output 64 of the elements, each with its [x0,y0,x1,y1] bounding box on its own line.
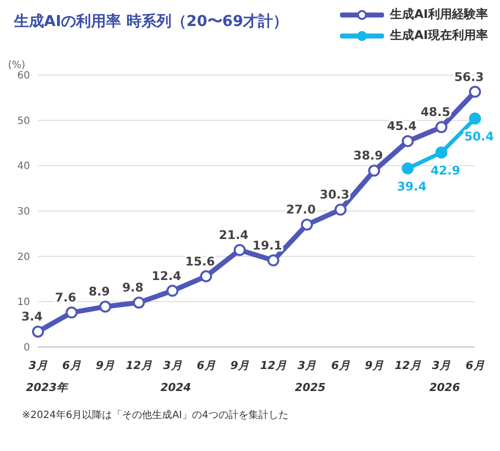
point [267,254,280,266]
point [402,135,414,148]
data-label: 8.9 [88,284,110,299]
data-label: 27.0 [286,202,316,217]
point [469,86,481,98]
x-tick-label: 9月 [230,359,250,372]
point [300,218,313,231]
data-label: 56.3 [454,70,484,84]
data-label: 21.4 [218,228,248,242]
data-label: 9.8 [122,280,144,295]
point [32,326,44,338]
point [132,296,145,309]
chart-title: 生成AIの利用率 時系列（20〜69才計） [14,12,288,31]
data-label: 39.4 [396,179,427,194]
legend-label: 生成AI現在利用率 [390,27,488,44]
legend-label: 生成AI利用経験率 [390,6,488,23]
point [66,306,78,319]
point [469,112,481,125]
data-label: 42.9 [430,164,460,178]
x-tick-label: 6月 [196,359,216,372]
text: 2026 [429,381,460,394]
point [402,162,414,174]
x-tick-label: 12月 [394,359,421,372]
x-tick-label: 6月 [62,359,81,372]
text: ※2024年6月以降は「その他生成AI」の4つの計を集計した [22,408,290,422]
x-tick-label: 12月 [260,359,286,372]
x-tick-label: 3月 [432,359,451,372]
y-tick-label: 50 [17,116,30,127]
data-label: 12.4 [152,268,182,283]
y-tick-label: 60 [17,70,30,82]
x-tick-label: 6月 [331,359,350,372]
y-tick-label: 0 [24,342,30,354]
x-tick-label: 9月 [96,359,115,372]
x-tick-label: 3月 [298,359,316,372]
x-tick-label: 3月 [28,359,48,372]
point [368,164,380,177]
point [435,121,448,134]
text: 2023年 [26,381,70,394]
x-tick-label: 9月 [364,359,384,372]
text: 2024 [160,381,192,394]
y-tick-label: 20 [17,252,30,263]
point [200,270,212,282]
data-label: 45.4 [386,119,417,134]
point [166,284,178,297]
point [99,300,112,313]
data-label: 38.9 [353,148,383,163]
data-label: 19.1 [252,238,282,252]
point [334,204,347,216]
y-tick-label: 10 [17,297,30,308]
data-label: 3.4 [21,310,43,324]
x-tick-label: 6月 [466,359,484,372]
data-label: 30.3 [320,188,350,202]
point [234,244,246,256]
data-label: 15.6 [185,254,215,268]
x-tick-label: 3月 [163,359,182,372]
x-tick-label: 12月 [126,359,152,372]
data-label: 50.4 [464,130,494,144]
y-tick-label: 40 [17,161,30,172]
data-label: 48.5 [420,105,450,120]
y-tick-label: 30 [17,206,30,218]
point [435,146,448,159]
y-axis-title: (%) [8,60,26,71]
text: 2025 [294,381,326,394]
data-label: 7.6 [54,290,76,305]
